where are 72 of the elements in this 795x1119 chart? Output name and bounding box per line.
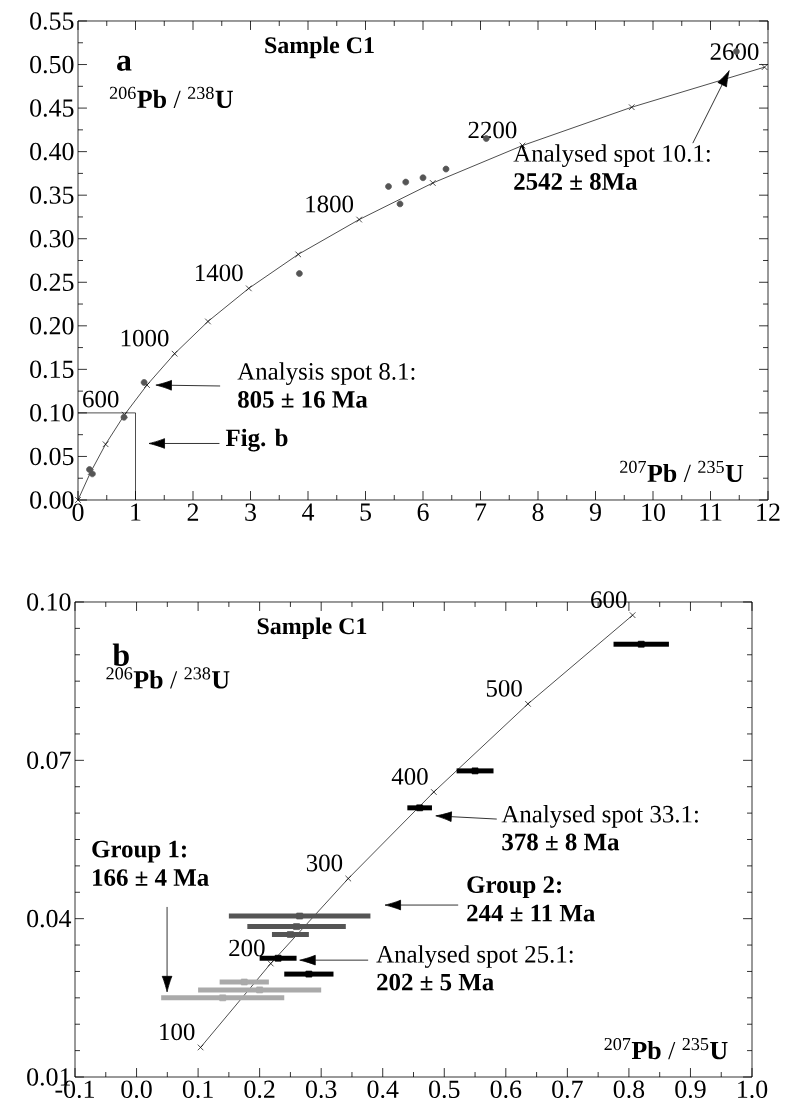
y-tick-label: 0.00 [30, 491, 74, 509]
y-tick-label: 0.30 [30, 229, 74, 248]
annotation: Group 1: [92, 840, 186, 863]
x-tick-label: 1 [131, 503, 141, 521]
x-tick-label: 0.8 [613, 1080, 645, 1099]
x-tick-label: 12 [757, 503, 780, 521]
x-tick-label: 0.7 [552, 1080, 583, 1099]
annotation: 500 [486, 679, 522, 697]
text: Sample C1 [265, 36, 374, 59]
y-tick-label: 0.10 [30, 404, 74, 422]
x-tick-label: 0.4 [367, 1080, 399, 1099]
x-tick-label: 0.1 [182, 1080, 213, 1099]
annotation: 2600 [710, 43, 759, 60]
annotation: 166 ± 4 Ma [93, 869, 209, 886]
annotation: 202 ± 5 Ma [377, 973, 494, 991]
x-tick-label: 9 [589, 503, 601, 521]
annotation: b [112, 643, 129, 666]
annotation: Analysed spot 25.1: [376, 945, 573, 968]
annotation: Analysed spot 10.1: [513, 144, 710, 167]
x-tick-label: 0.0 [121, 1080, 152, 1099]
annotation: 244 ± 11 Ma [467, 904, 595, 922]
x-tick-label: 0.3 [305, 1080, 337, 1099]
y-tick-label: 0.05 [30, 447, 74, 466]
y-axis-title: $^{206}$Pb / $^{238}$U [109, 86, 233, 109]
annotation: a [117, 55, 132, 71]
x-axis-title: $^{207}$Pb / $^{235}$U [620, 460, 744, 483]
annotation: 2200 [468, 121, 517, 139]
y-tick-label: 0.10 [27, 593, 71, 611]
annotation: Group 2: [467, 876, 562, 899]
x-tick-label: 0.9 [675, 1080, 706, 1099]
y-tick-label: 0.35 [30, 186, 74, 204]
y-axis-title: $^{206}$Pb / $^{238}$U [106, 667, 230, 689]
y-tick-label: 0.20 [30, 317, 74, 335]
annotation: 300 [306, 854, 343, 872]
x-tick-label: 5 [360, 503, 371, 521]
annotation: 1800 [306, 195, 354, 213]
y-tick-label: 0.25 [30, 273, 74, 292]
annotation: 600 [591, 591, 627, 609]
annotation: 600 [83, 390, 119, 408]
annotation: 805 ± 16 Ma [238, 391, 368, 408]
x-tick-label: 0 [72, 503, 84, 521]
x-tick-label: 7 [475, 503, 487, 521]
y-tick-label: 0.07 [27, 751, 71, 770]
x-tick-label: 0.5 [429, 1080, 460, 1099]
y-tick-label: 0.50 [30, 55, 74, 74]
annotation: Analysis spot 8.1: [237, 362, 415, 385]
text: Sample C1 [257, 617, 367, 640]
x-tick-label: 6 [417, 503, 429, 521]
annotation: Analysed spot 33.1: [501, 805, 698, 828]
x-tick-label: 8 [532, 503, 544, 521]
y-tick-label: 0.15 [30, 360, 74, 379]
x-axis-title: $^{207}$Pb / $^{235}$U [604, 1037, 728, 1060]
y-tick-label: 0.55 [30, 12, 74, 30]
x-tick-label: 11 [700, 503, 722, 521]
annotation: 200 [229, 939, 265, 957]
annotation: 100 [160, 1023, 195, 1041]
annotation: 2542 ± 8Ma [514, 173, 638, 190]
y-tick-label: 0.40 [30, 142, 74, 161]
annotation: 1400 [195, 264, 243, 282]
x-tick-label: 4 [302, 503, 315, 521]
x-tick-label: 3 [245, 503, 256, 521]
annotation: Fig. b [225, 428, 288, 452]
y-tick-label: 0.04 [27, 909, 72, 928]
x-tick-label: 1.0 [738, 1080, 768, 1099]
x-tick-label: 10 [642, 503, 665, 521]
annotation: 400 [391, 768, 428, 785]
x-tick-label: 0.2 [244, 1080, 275, 1099]
annotation: 378 ± 8 Ma [502, 833, 620, 851]
x-tick-label: 0.6 [490, 1080, 522, 1099]
y-tick-label: 0.45 [30, 99, 74, 117]
x-tick-label: 2 [187, 503, 199, 521]
annotation: 1000 [121, 329, 169, 347]
